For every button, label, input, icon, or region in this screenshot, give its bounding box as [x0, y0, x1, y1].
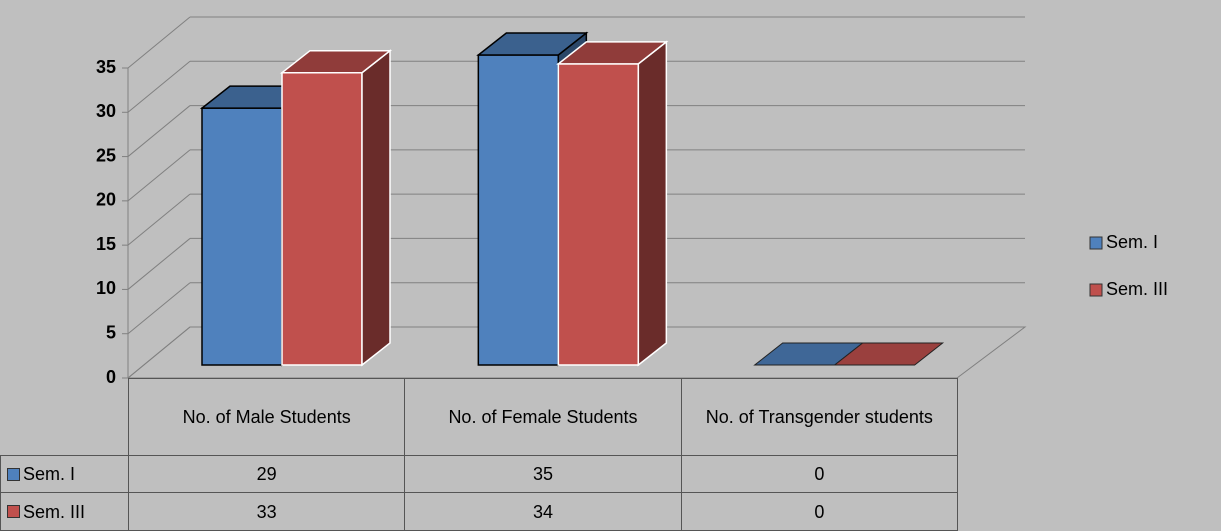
bar-side — [361, 49, 391, 367]
grid-line — [127, 193, 191, 246]
table-row-label: Sem. I — [23, 464, 76, 484]
bar — [556, 40, 669, 367]
grid-line — [127, 282, 191, 335]
table-cell-text: 34 — [532, 501, 553, 522]
bar — [833, 342, 945, 366]
bar-top — [556, 41, 669, 65]
table-header-text: No. of Male Students — [182, 407, 351, 427]
table-row-header: Sem. I — [0, 455, 129, 493]
table-row-header: Sem. III — [0, 492, 129, 531]
y-tick-label: 30 — [96, 101, 116, 121]
table-row-label: Sem. III — [23, 501, 86, 522]
table-cell: 0 — [680, 455, 958, 493]
grid-line — [127, 60, 191, 113]
table-cell-text: 0 — [814, 501, 825, 522]
table-cell: 35 — [404, 455, 682, 493]
bar-front — [477, 54, 560, 366]
bar-front — [201, 107, 283, 366]
table-header: No. of Transgender students — [680, 378, 958, 456]
table-header: No. of Male Students — [128, 378, 406, 456]
y-tick-label: 35 — [96, 57, 116, 77]
bar-front — [281, 71, 363, 366]
bar — [279, 49, 393, 367]
y-tick-label: 0 — [106, 367, 116, 387]
table-header: No. of Female Students — [404, 378, 682, 456]
bar-top — [476, 32, 589, 56]
table-cell: 33 — [128, 492, 406, 531]
bar-side — [637, 40, 668, 367]
table-key — [7, 467, 20, 481]
y-tick-label: 10 — [96, 278, 116, 298]
table-cell-text: 0 — [814, 464, 825, 484]
y-tick-label: 15 — [96, 234, 116, 254]
y-tick-label: 25 — [96, 145, 116, 165]
table-cell-text: 33 — [256, 501, 277, 522]
grid-line — [127, 105, 191, 157]
y-tick-label: 5 — [106, 322, 116, 342]
legend-label: Sem. III — [1106, 279, 1168, 299]
table-cell: 34 — [404, 492, 682, 531]
grid-line — [127, 149, 191, 202]
table-header-text: No. of Transgender students — [705, 407, 933, 427]
table-key — [7, 505, 20, 518]
bar-top — [833, 342, 945, 366]
table-cell: 29 — [128, 455, 406, 493]
bar-top — [279, 49, 393, 74]
table-cell-text: 29 — [256, 464, 277, 484]
grid-line — [127, 16, 191, 69]
table-cell-text: 35 — [532, 464, 553, 484]
y-tick-label: 20 — [96, 190, 116, 210]
legend-label: Sem. I — [1106, 232, 1158, 252]
table-cell: 0 — [680, 492, 958, 531]
legend-swatch — [1089, 236, 1103, 250]
bar-front — [557, 63, 640, 366]
grid-line — [127, 326, 191, 379]
legend-swatch — [1089, 283, 1103, 297]
table-header-text: No. of Female Students — [448, 407, 638, 427]
grid-line — [127, 238, 191, 290]
